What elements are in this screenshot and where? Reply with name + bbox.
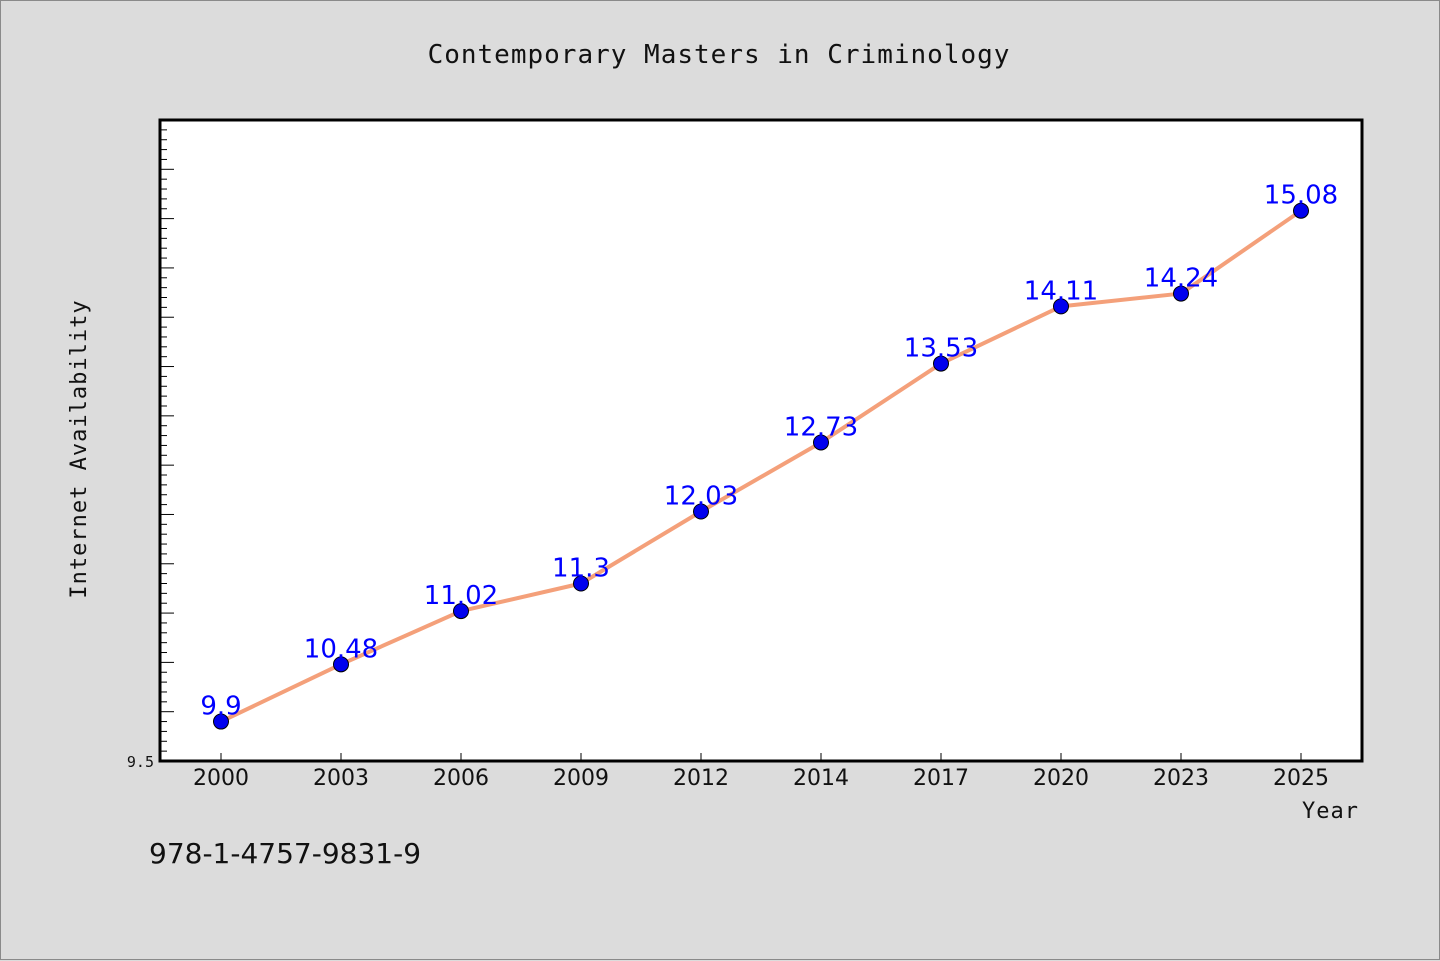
data-label: 11.3	[552, 553, 610, 583]
x-tick-label: 2023	[1153, 766, 1209, 791]
x-tick-label: 2014	[793, 766, 849, 791]
x-tick-label: 2000	[193, 766, 249, 791]
x-tick-label: 2017	[913, 766, 969, 791]
data-label: 9.9	[200, 692, 241, 722]
x-ticks: 2000 2003 2006 2009 2012 2014 2017 2020 2023 2025	[193, 753, 1329, 791]
x-tick-label: 2009	[553, 766, 609, 791]
x-tick-label: 2012	[673, 766, 729, 791]
data-point	[693, 503, 709, 520]
data-label: 11.02	[424, 581, 498, 611]
data-point	[333, 656, 349, 673]
data-labels: 9.9 10.48 11.02 11.3 12.03 12.73 13.53 14.11 14.…	[200, 181, 1338, 722]
data-point	[1293, 202, 1309, 219]
isbn-text: 978-1-4757-9831-9	[149, 837, 421, 870]
series-line	[220, 209, 1303, 724]
x-tick-label: 2003	[313, 766, 369, 791]
chart-title: Contemporary Masters in Criminology	[428, 40, 1011, 70]
x-tick-label: 2025	[1273, 766, 1329, 791]
x-tick-label: 2006	[433, 766, 489, 791]
data-label: 13.53	[904, 334, 978, 364]
x-axis-label: Year	[1302, 799, 1359, 824]
y-axis-label: Internet Availability	[67, 299, 92, 598]
data-point	[933, 355, 949, 372]
data-point	[213, 713, 229, 730]
data-point	[573, 575, 589, 592]
x-tick-label: 2020	[1033, 766, 1089, 791]
data-label: 12.73	[784, 412, 858, 442]
y-ticks: 9.5	[127, 119, 174, 771]
data-point	[453, 603, 469, 620]
data-point	[1053, 298, 1069, 315]
data-point	[1173, 285, 1189, 302]
data-label: 10.48	[304, 634, 378, 664]
data-label: 14.24	[1144, 264, 1218, 294]
data-label: 12.03	[664, 482, 738, 512]
data-label: 14.11	[1024, 276, 1098, 306]
series-group	[213, 202, 1309, 730]
data-label: 15.08	[1264, 181, 1338, 211]
data-point	[813, 434, 829, 451]
y-tick-label: 9.5	[127, 753, 154, 771]
